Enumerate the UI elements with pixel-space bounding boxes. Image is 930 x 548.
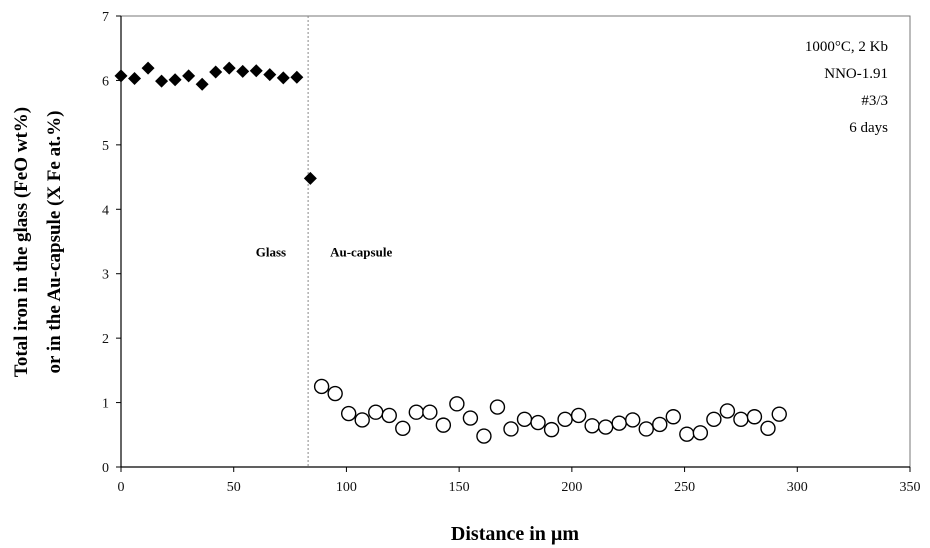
y-tick-label: 3 [102, 268, 109, 283]
circle-point [692, 425, 709, 441]
circle-point [354, 412, 370, 428]
diamond-point [236, 64, 250, 78]
y-axis-title-line-2: or in the Au-capsule (X Fe at.%) [44, 111, 65, 374]
circle-point [771, 406, 787, 422]
diamond-point [182, 69, 196, 83]
diamond-point [209, 65, 223, 79]
circle-point [570, 407, 587, 424]
circle-point [746, 409, 763, 425]
circle-point [449, 396, 465, 412]
diamond-point [290, 70, 304, 84]
annotation-line: #3/3 [861, 93, 888, 109]
circle-point [557, 411, 573, 428]
circle-point [665, 409, 681, 425]
circle-point [625, 412, 641, 428]
circle-point [313, 378, 330, 395]
circle-point [422, 404, 438, 420]
annotation-line: 1000°C, 2 Kb [805, 39, 888, 55]
x-tick-label: 250 [674, 480, 695, 495]
y-axis-title-line-1: Total iron in the glass (FeO wt%) [11, 107, 32, 377]
circle-point [435, 417, 452, 433]
x-axis: 0 50 100 150 200 250 300 350 [118, 466, 921, 495]
circle-point [462, 410, 479, 426]
y-tick-label: 0 [102, 461, 109, 476]
circle-point [368, 404, 384, 420]
circle-point [706, 411, 722, 428]
circle-point [760, 420, 776, 437]
y-tick-label: 4 [102, 203, 109, 218]
plot-border [120, 15, 911, 468]
circle-point [395, 420, 411, 437]
diamond-point [155, 74, 169, 88]
y-axis: 0 1 2 3 4 5 6 7 [102, 10, 122, 476]
region-label-au-capsule: Au-capsule [330, 244, 392, 259]
diamond-point [114, 69, 128, 83]
circle-point [638, 421, 654, 437]
diamond-point [303, 171, 317, 185]
y-tick-label: 5 [102, 139, 109, 154]
y-tick-label: 6 [102, 74, 109, 89]
circle-point [530, 414, 546, 431]
y-tick-label: 2 [102, 332, 109, 347]
circle-point [516, 411, 533, 428]
y-tick-label: 7 [102, 10, 109, 25]
x-axis-title: Distance in µm [451, 523, 580, 545]
circle-point [611, 415, 627, 431]
diamond-point [141, 61, 155, 75]
x-tick-label: 200 [561, 480, 582, 495]
circle-point [503, 421, 519, 437]
circle-point [340, 405, 357, 422]
diamond-point [195, 77, 209, 91]
region-label-glass: Glass [256, 244, 286, 259]
circle-point [408, 404, 425, 420]
x-tick-label: 300 [787, 480, 808, 495]
circle-point [597, 419, 614, 435]
diamond-point [276, 71, 290, 85]
diamond-point [263, 68, 277, 82]
circle-point [489, 399, 506, 415]
diamond-point [128, 71, 142, 85]
plot-area [120, 15, 911, 468]
annotation-line: 6 days [849, 120, 888, 136]
conditions-annotation: 1000°C, 2 Kb NNO-1.91 #3/3 6 days [805, 39, 888, 136]
circle-point [543, 421, 560, 438]
y-tick-label: 1 [102, 397, 109, 412]
x-tick-label: 0 [118, 480, 125, 495]
circle-point [476, 428, 492, 444]
circle-point [584, 418, 600, 434]
x-tick-label: 100 [336, 480, 357, 495]
diamond-point [168, 73, 182, 87]
x-tick-label: 350 [900, 480, 921, 495]
data-points [114, 61, 787, 444]
circle-point [733, 411, 749, 428]
circle-point [719, 403, 736, 419]
circle-point [679, 426, 695, 442]
circle-point [652, 416, 668, 433]
annotation-line: NNO-1.91 [824, 66, 888, 82]
diamond-point [249, 64, 263, 78]
circle-point [327, 385, 343, 402]
diamond-point [222, 61, 236, 75]
circle-point [381, 407, 397, 424]
x-tick-label: 50 [227, 480, 241, 495]
x-tick-label: 150 [449, 480, 470, 495]
